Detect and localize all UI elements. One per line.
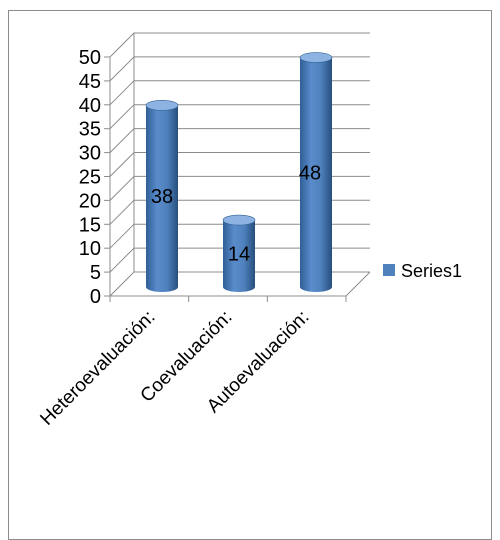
gridlines bbox=[109, 32, 371, 297]
gridline bbox=[109, 175, 370, 201]
x-category-label: Heteroevaluación: bbox=[36, 307, 159, 430]
y-tick-label: 45 bbox=[79, 71, 101, 93]
gridline bbox=[109, 152, 370, 177]
data-label: 48 bbox=[299, 162, 321, 184]
bar bbox=[299, 52, 333, 293]
legend-label-series1: Series1 bbox=[401, 261, 462, 281]
gridline bbox=[109, 32, 370, 58]
y-tick-label: 35 bbox=[79, 119, 101, 141]
bar bbox=[222, 214, 256, 292]
gridline bbox=[109, 247, 370, 273]
data-label: 14 bbox=[228, 244, 250, 266]
data-labels: 38 14 48 bbox=[151, 162, 321, 265]
y-tick-label: 25 bbox=[79, 167, 101, 189]
gridline bbox=[109, 223, 370, 249]
y-tick-label: 50 bbox=[79, 47, 101, 69]
gridline bbox=[109, 128, 370, 153]
legend-swatch-series1 bbox=[383, 264, 395, 276]
y-tick-label: 5 bbox=[90, 262, 101, 284]
data-label: 38 bbox=[151, 186, 173, 208]
y-tick-label: 15 bbox=[79, 214, 101, 236]
gridline bbox=[109, 56, 370, 82]
gridline bbox=[109, 80, 370, 106]
bars bbox=[145, 52, 333, 293]
legend: Series1 bbox=[383, 261, 462, 281]
y-tick-label: 30 bbox=[79, 143, 101, 165]
gridline bbox=[109, 104, 370, 130]
gridline bbox=[109, 271, 370, 297]
y-tick-label: 40 bbox=[79, 95, 101, 117]
y-tick-label: 10 bbox=[79, 238, 101, 260]
gridline bbox=[109, 199, 370, 225]
y-tick-label: 20 bbox=[79, 190, 101, 212]
y-tick-label: 0 bbox=[90, 286, 101, 308]
bar bbox=[145, 100, 179, 292]
x-axis-labels: Heteroevaluación:Coevaluación:Autoevalua… bbox=[36, 307, 313, 430]
